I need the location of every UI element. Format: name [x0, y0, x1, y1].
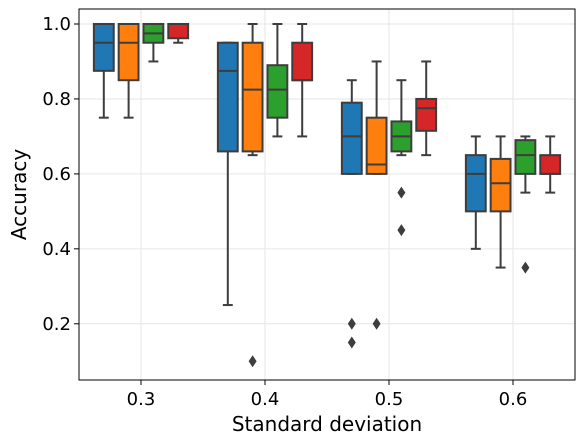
- box: [464, 135, 487, 250]
- grid-lines: [79, 9, 575, 380]
- outlier-point: [347, 317, 356, 330]
- outlier-point: [397, 224, 406, 237]
- box: [167, 22, 190, 44]
- box: [390, 79, 413, 237]
- box-body: [266, 64, 289, 119]
- box: [365, 60, 388, 330]
- box-body: [340, 101, 363, 175]
- box: [291, 22, 314, 138]
- x-tick-label: 0.3: [127, 389, 156, 410]
- y-tick-label: 0.6: [42, 164, 71, 185]
- box: [489, 135, 512, 269]
- box: [266, 22, 289, 138]
- box-body: [92, 22, 115, 72]
- box-body: [117, 22, 140, 82]
- box: [241, 22, 264, 368]
- box-body: [365, 116, 388, 175]
- box: [514, 135, 537, 274]
- x-tick-label: 0.4: [251, 389, 280, 410]
- box: [117, 22, 140, 119]
- box-body: [464, 154, 487, 213]
- x-tick-label: 0.5: [375, 389, 404, 410]
- y-axis-ticks: 0.2 0.4 0.6 0.8 1.0: [42, 14, 79, 335]
- box: [539, 135, 562, 194]
- box-groups: [92, 22, 562, 368]
- box-body: [514, 139, 537, 175]
- plot-frame: [78, 8, 576, 381]
- y-tick-label: 0.4: [42, 239, 71, 260]
- outlier-point: [397, 186, 406, 199]
- box: [415, 60, 438, 157]
- outlier-point: [347, 336, 356, 349]
- box-body: [167, 22, 190, 40]
- box: [340, 79, 363, 349]
- outlier-point: [372, 317, 381, 330]
- y-tick-label: 0.8: [42, 89, 71, 110]
- y-tick-label: 1.0: [42, 14, 71, 35]
- box-body: [415, 97, 438, 132]
- box: [216, 41, 239, 307]
- box-body: [241, 41, 264, 153]
- box-body: [216, 41, 239, 153]
- x-axis-ticks: 0.3 0.4 0.5 0.6: [127, 380, 528, 410]
- x-tick-label: 0.6: [499, 389, 528, 410]
- box: [142, 22, 165, 63]
- y-axis-label: Accuracy: [7, 149, 31, 240]
- box-body: [539, 154, 562, 175]
- box-body: [489, 157, 512, 213]
- y-tick-label: 0.2: [42, 314, 71, 335]
- outlier-point: [521, 261, 530, 274]
- box-body: [291, 41, 314, 82]
- outlier-point: [248, 355, 257, 368]
- x-axis-label: Standard deviation: [232, 412, 422, 436]
- box: [92, 22, 115, 119]
